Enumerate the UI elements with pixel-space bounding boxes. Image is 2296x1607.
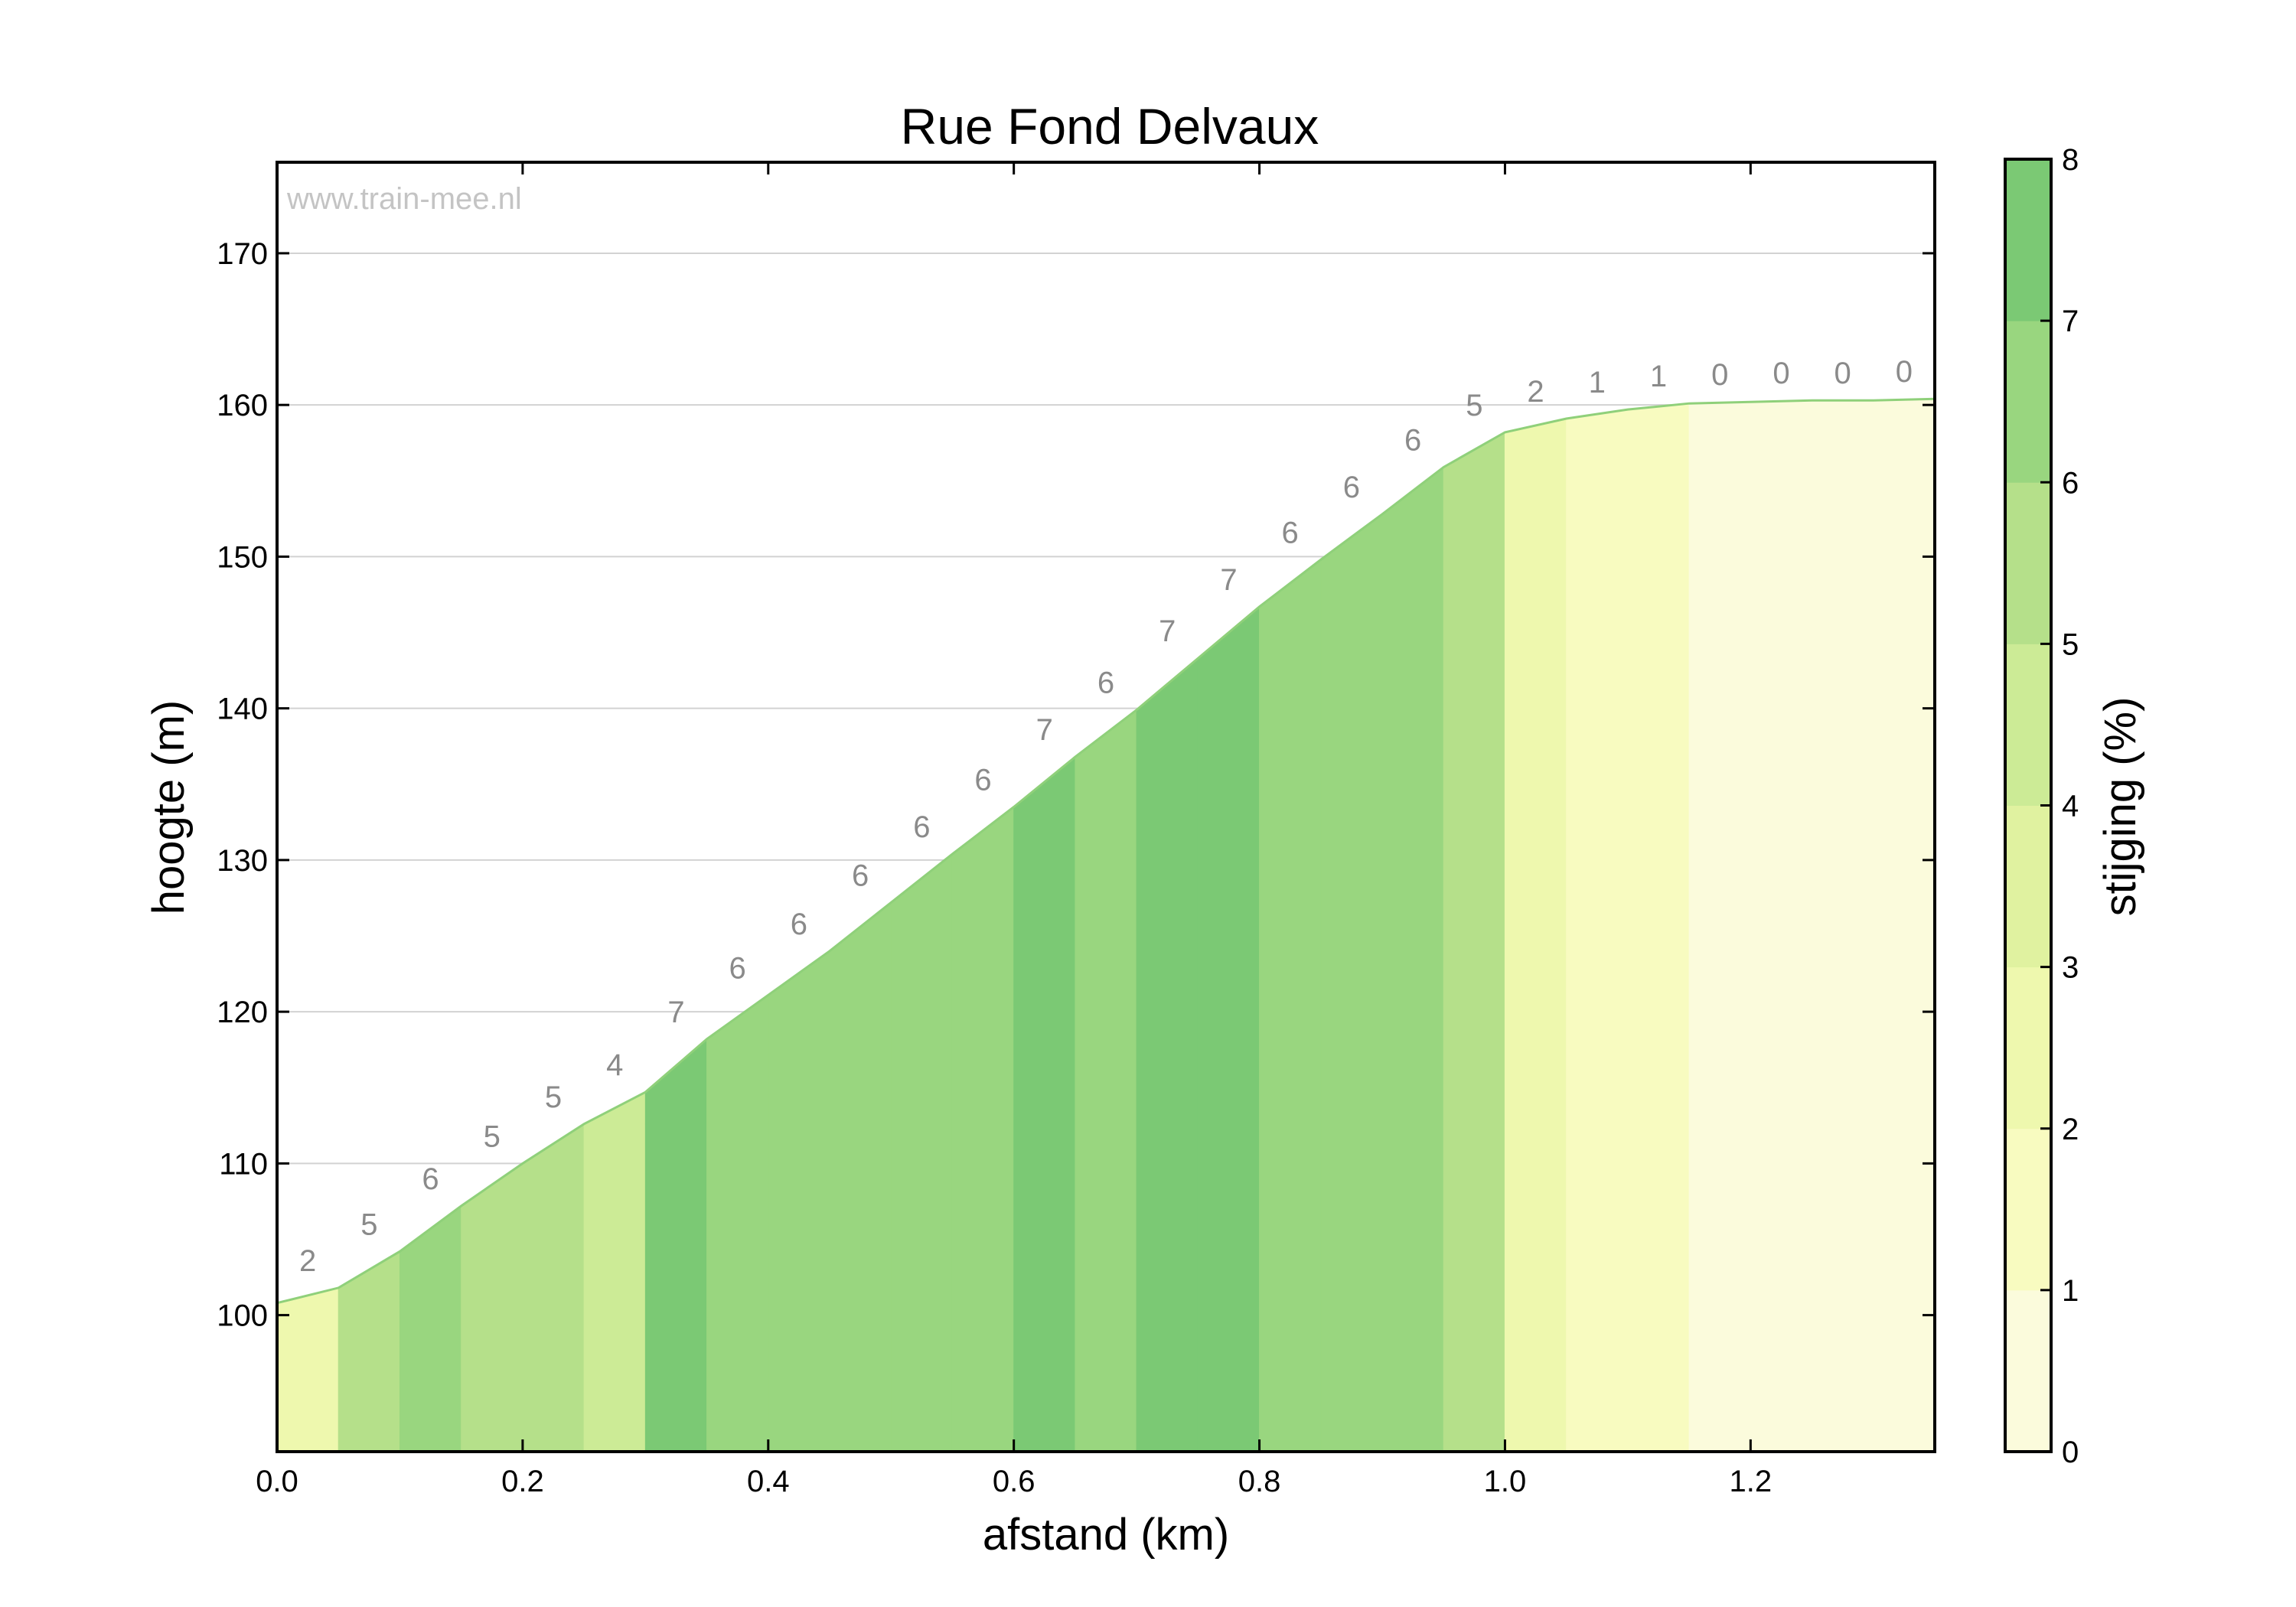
- grade-label-17: 6: [1343, 471, 1360, 504]
- segment-22: [1627, 403, 1690, 1452]
- grade-label-13: 6: [1097, 667, 1114, 700]
- grade-label-16: 6: [1282, 516, 1299, 549]
- x-tick-label-4: 0.8: [1238, 1465, 1281, 1498]
- grade-label-20: 2: [1527, 375, 1544, 409]
- grade-label-24: 0: [1773, 357, 1789, 390]
- grade-label-4: 5: [545, 1081, 562, 1114]
- colorbar-tick-label-0: 0: [2062, 1436, 2079, 1469]
- x-tick-label-2: 0.4: [747, 1465, 790, 1498]
- colorbar-band-2: [2005, 966, 2051, 1129]
- grade-label-22: 1: [1650, 360, 1667, 393]
- y-tick-label-5: 150: [217, 540, 268, 574]
- colorbar-band-3: [2005, 805, 2051, 968]
- x-tick-label-1: 0.2: [501, 1465, 544, 1498]
- segment-20: [1504, 418, 1567, 1452]
- grade-label-0: 2: [299, 1244, 316, 1278]
- x-tick-label-5: 1.0: [1484, 1465, 1527, 1498]
- y-tick-label-2: 120: [217, 996, 268, 1029]
- colorbar-band-4: [2005, 644, 2051, 806]
- segment-15: [1197, 605, 1261, 1452]
- segment-25: [1812, 399, 1874, 1452]
- segment-18: [1381, 466, 1444, 1452]
- watermark: www.train-mee.nl: [286, 182, 522, 216]
- grade-label-3: 5: [484, 1120, 501, 1153]
- grade-segments: [276, 398, 1936, 1452]
- colorbar-band-6: [2005, 321, 2051, 483]
- segment-17: [1320, 513, 1383, 1452]
- x-tick-label-3: 0.6: [993, 1465, 1035, 1498]
- grade-label-15: 7: [1220, 563, 1237, 597]
- x-tick-label-0: 0.0: [256, 1465, 298, 1498]
- x-tick-label-6: 1.2: [1730, 1465, 1773, 1498]
- segment-16: [1259, 559, 1322, 1452]
- colorbar-label: stijging (%): [2095, 697, 2145, 917]
- y-axis-label: hoogte (m): [144, 700, 194, 914]
- x-axis-label: afstand (km): [983, 1510, 1229, 1560]
- segment-24: [1750, 399, 1813, 1452]
- colorbar-tick-label-2: 2: [2062, 1113, 2079, 1146]
- segment-12: [1013, 756, 1076, 1452]
- colorbar-tick-label-1: 1: [2062, 1274, 2079, 1308]
- segment-11: [951, 806, 1015, 1452]
- colorbar-tick-label-7: 7: [2062, 305, 2079, 338]
- grade-label-8: 6: [791, 908, 807, 941]
- segment-23: [1688, 401, 1751, 1452]
- grade-label-21: 1: [1589, 366, 1606, 399]
- segment-4: [522, 1123, 585, 1452]
- grade-label-14: 7: [1159, 614, 1176, 648]
- grade-label-7: 6: [729, 951, 746, 985]
- colorbar-band-7: [2005, 159, 2051, 321]
- segment-19: [1443, 431, 1505, 1452]
- colorbar-tick-label-4: 4: [2062, 790, 2079, 823]
- segment-5: [583, 1091, 646, 1452]
- chart-title: Rue Fond Delvaux: [901, 98, 1319, 155]
- y-tick-label-3: 130: [217, 844, 268, 878]
- grade-label-1: 5: [360, 1208, 377, 1241]
- grade-label-12: 7: [1036, 713, 1053, 747]
- y-tick-label-0: 100: [217, 1299, 268, 1333]
- grade-label-6: 7: [667, 996, 684, 1029]
- grade-label-11: 6: [974, 764, 991, 797]
- colorbar-tick-label-5: 5: [2062, 627, 2079, 661]
- segment-21: [1566, 409, 1629, 1452]
- segment-14: [1136, 657, 1199, 1452]
- segment-3: [461, 1162, 523, 1452]
- colorbar-band-0: [2005, 1289, 2051, 1452]
- segment-13: [1075, 709, 1137, 1452]
- grade-label-23: 0: [1711, 358, 1728, 392]
- segment-2: [399, 1204, 462, 1452]
- grade-label-10: 6: [913, 810, 930, 844]
- x-axis-ticks: 0.0 0.2 0.4 0.6 0.8 1.0 1.2: [256, 162, 1772, 1498]
- segment-10: [890, 852, 953, 1452]
- grade-labels: 2 5 6 5 5 4 7 6 6 6 6 6 7 6 7 7 6 6 6 5 2 1 1 0 0 0 0: [299, 355, 1913, 1278]
- colorbar-tick-label-3: 3: [2062, 951, 2079, 985]
- grade-label-5: 4: [606, 1048, 623, 1082]
- colorbar-band-5: [2005, 482, 2051, 644]
- colorbar-tick-label-6: 6: [2062, 466, 2079, 500]
- segment-7: [706, 994, 769, 1452]
- segment-9: [829, 901, 892, 1452]
- grade-label-26: 0: [1896, 355, 1913, 389]
- y-tick-label-7: 170: [217, 237, 268, 271]
- y-tick-label-1: 110: [219, 1147, 268, 1181]
- grade-label-9: 6: [852, 859, 869, 892]
- segment-8: [768, 950, 830, 1452]
- colorbar-tick-label-8: 8: [2062, 143, 2079, 177]
- plot-frame: [276, 161, 1936, 1453]
- grade-label-19: 5: [1466, 389, 1482, 422]
- elevation-line: [276, 397, 1936, 1305]
- colorbar: 0 1 2 3 4 5 6 7 8: [2004, 143, 2079, 1469]
- grade-label-25: 0: [1835, 357, 1851, 390]
- colorbar-band-1: [2005, 1128, 2051, 1291]
- y-tick-label-4: 140: [217, 693, 268, 726]
- y-tick-label-6: 160: [217, 389, 268, 422]
- segment-0: [276, 1287, 339, 1452]
- grade-label-2: 6: [422, 1162, 439, 1196]
- segment-6: [644, 1038, 708, 1452]
- grade-label-18: 6: [1404, 423, 1421, 457]
